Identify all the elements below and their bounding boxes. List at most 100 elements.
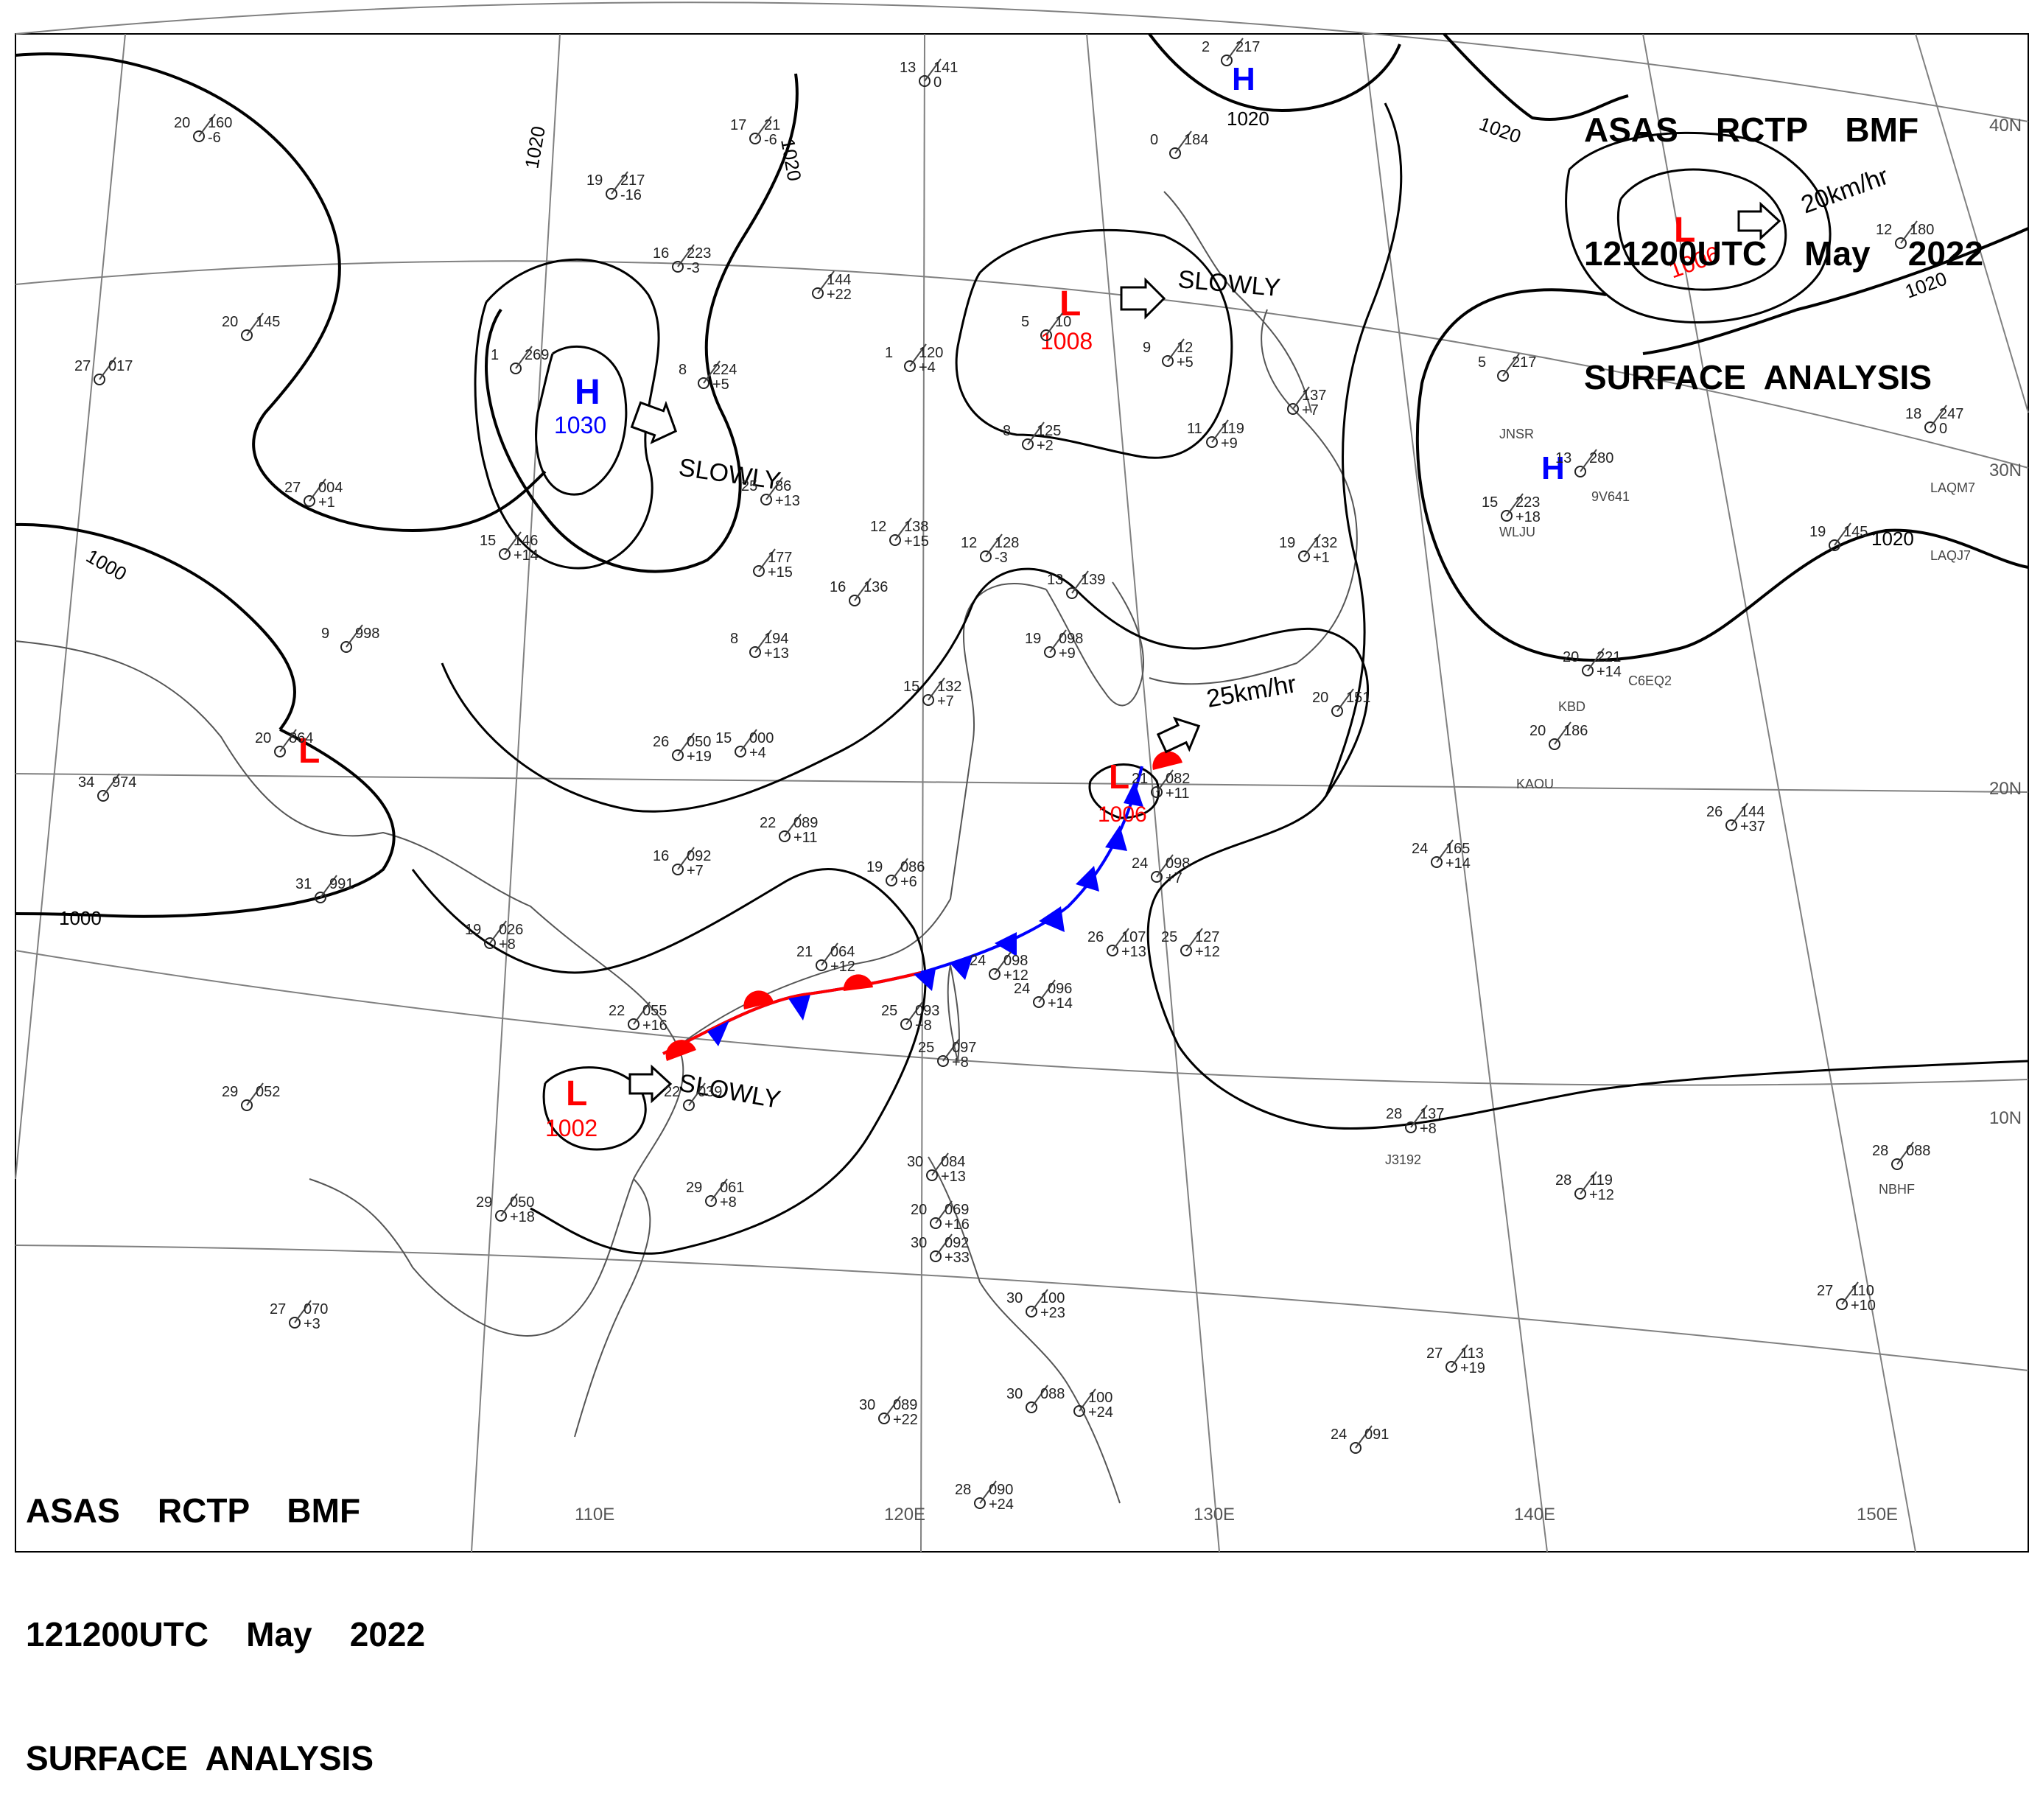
low-vietnam-letter: L [566, 1074, 587, 1113]
station-temperature: 19 [1025, 631, 1041, 647]
wind-barb-icon [1896, 1141, 1914, 1165]
station-circle-icon [1066, 587, 1078, 599]
wind-barb-icon [346, 624, 363, 648]
station-plot: 28 088 [1872, 1141, 1930, 1170]
station-circle-icon [1206, 436, 1218, 448]
ship-call-sign: LAQJ7 [1930, 548, 1971, 563]
lon-label-130e: 130E [1194, 1505, 1235, 1525]
station-pressure: 052 [256, 1084, 280, 1100]
station-pressure: 138 [904, 519, 928, 535]
station-temperature: 20 [1529, 723, 1546, 739]
station-pressure: 864 [289, 730, 313, 746]
station-temperature: 29 [686, 1180, 702, 1196]
station-plot: 1 269 [491, 346, 549, 374]
station-pressure: 160 [208, 115, 232, 131]
station-pressure: 125 [1037, 423, 1061, 439]
station-circle-icon [919, 75, 931, 87]
ship-call-sign: 9V641 [1591, 489, 1630, 504]
wind-barb-icon [102, 773, 120, 797]
wind-barb-icon [677, 732, 695, 756]
station-circle-icon [499, 548, 511, 560]
station-pressure: 184 [1184, 132, 1208, 148]
wind-barb-icon [611, 171, 628, 195]
station-tendency: +16 [945, 1217, 970, 1233]
station-temperature: 29 [476, 1194, 492, 1211]
station-circle-icon [241, 329, 253, 341]
arrow-korea-low-icon [1120, 277, 1166, 320]
station-pressure: 096 [1048, 981, 1072, 997]
station-plot: 13 139 [1047, 570, 1105, 599]
station-temperature: 17 [730, 117, 746, 133]
station-circle-icon [1151, 871, 1163, 883]
station-plot: 20 221+14 [1563, 648, 1622, 680]
station-pressure: 194 [764, 631, 788, 647]
warm-front-bump [1152, 751, 1182, 770]
wind-barb-icon [883, 1396, 901, 1419]
wind-barb-icon [817, 270, 835, 294]
station-circle-icon [889, 534, 901, 546]
lon-label-110e: 110E [575, 1505, 614, 1525]
isobar-korea-low [955, 228, 1233, 459]
station-plot: 29 052 [222, 1082, 280, 1111]
station-plot: 8 224+5 [679, 360, 737, 393]
station-circle-icon [484, 937, 496, 949]
station-temperature: 31 [295, 876, 312, 892]
station-circle-icon [1891, 1158, 1903, 1170]
station-pressure: 137 [1420, 1106, 1444, 1122]
warm-front-bump [665, 1040, 696, 1061]
station-pressure: 089 [893, 1397, 917, 1413]
wind-barb-icon [1506, 493, 1524, 517]
wind-barb-icon [500, 1193, 518, 1217]
station-circle-icon [1026, 1401, 1037, 1413]
station-plot: 28 137+8 [1386, 1105, 1444, 1137]
station-tendency: 0 [933, 74, 942, 91]
station-temperature: 24 [970, 953, 986, 969]
station-plot: 27 113+19 [1426, 1344, 1485, 1376]
station-pressure: 069 [945, 1202, 969, 1218]
station-tendency: +13 [764, 645, 789, 662]
station-plot: 11 119+9 [1187, 419, 1244, 452]
station-tendency: +19 [1460, 1360, 1485, 1376]
station-temperature: 27 [1426, 1345, 1443, 1362]
station-pressure: 093 [915, 1003, 939, 1019]
station-circle-icon [1895, 237, 1907, 249]
wind-barb-icon [1834, 522, 1851, 546]
station-circle-icon [1431, 856, 1443, 868]
wind-barb-icon [1049, 629, 1067, 653]
station-tendency: -16 [620, 187, 642, 203]
station-pressure: 088 [1040, 1386, 1065, 1402]
station-pressure: 145 [256, 314, 280, 330]
station-plot: 24 096+14 [1014, 979, 1073, 1012]
station-tendency: +12 [1195, 944, 1220, 960]
wind-barb-icon [1436, 839, 1454, 863]
station-plot: 137+7 [1287, 386, 1326, 419]
station-temperature: 24 [1412, 841, 1428, 857]
station-temperature: 28 [955, 1482, 971, 1498]
station-temperature: 9 [321, 626, 329, 642]
wind-barb-icon [758, 548, 776, 572]
station-pressure: 10 [1055, 314, 1071, 330]
station-temperature: 27 [1817, 1283, 1833, 1299]
station-pressure: 107 [1121, 929, 1146, 945]
lon-line-150e [1642, 33, 1916, 1553]
station-circle-icon [900, 1018, 912, 1030]
station-plot: 20 151 [1312, 688, 1370, 717]
station-circle-icon [735, 746, 746, 757]
station-circle-icon [749, 646, 761, 658]
station-temperature: 2 [1202, 39, 1210, 55]
station-circle-icon [1350, 1442, 1362, 1454]
header-line-2: 121200UTC May 2022 [1584, 234, 1984, 273]
wind-barb-icon [99, 357, 116, 380]
wind-barb-icon [1292, 386, 1310, 410]
isobar-1020-china-ring [485, 73, 799, 573]
station-plot: 25 097+8 [918, 1038, 976, 1071]
station-temperature: 25 [918, 1040, 934, 1056]
station-pressure: 186 [1563, 723, 1588, 739]
station-pressure: 120 [919, 345, 943, 361]
station-plot: 9 12+5 [1143, 338, 1194, 371]
wind-barb-icon [1156, 854, 1174, 878]
station-tendency: 0 [1939, 421, 1947, 437]
station-tendency: +5 [712, 377, 729, 393]
coast-korea [1045, 581, 1144, 707]
wind-barb-icon [246, 312, 264, 336]
